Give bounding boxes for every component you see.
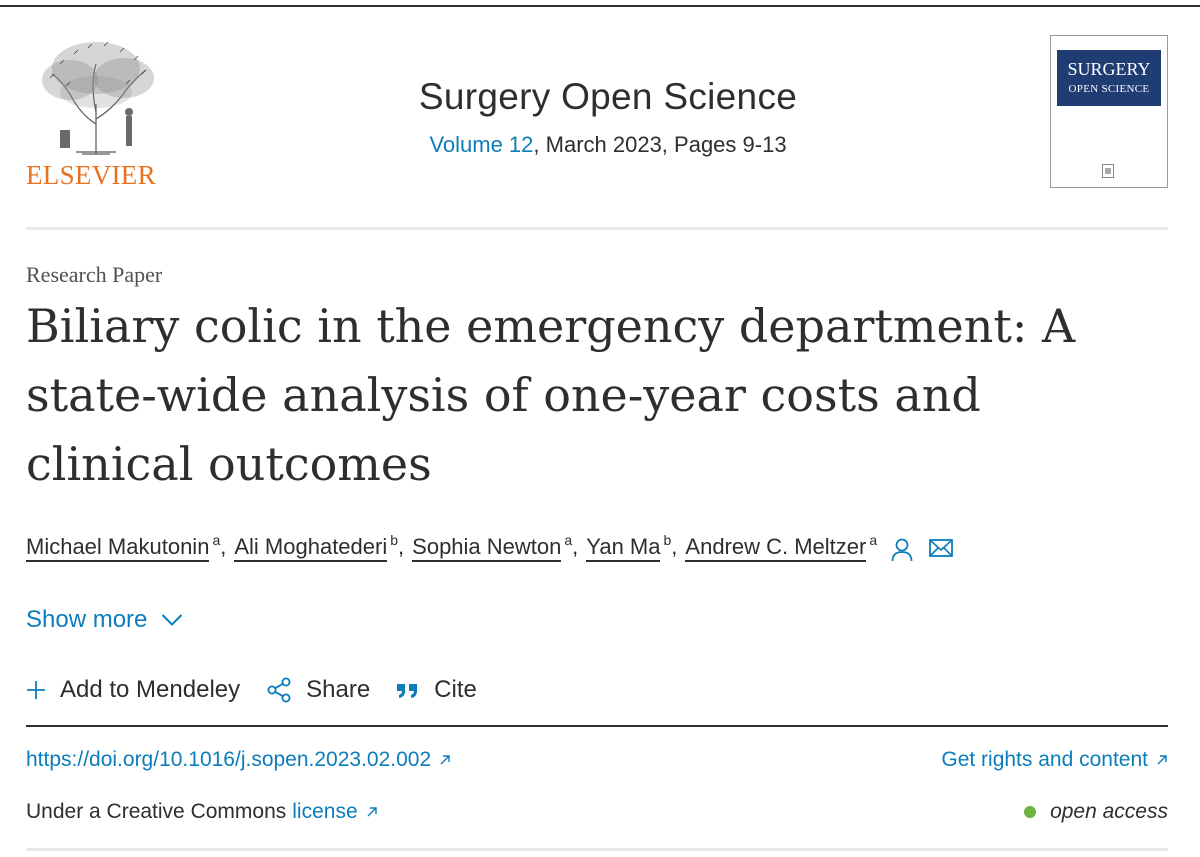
- author-list: Michael Makutonin a, Ali Moghatederi b, So…: [26, 532, 954, 562]
- get-rights-link[interactable]: Get rights and content: [941, 748, 1168, 772]
- article-title: Biliary colic in the emergency departmen…: [26, 299, 1076, 491]
- issue-details: , March 2023, Pages 9-13: [533, 132, 787, 157]
- toolbar-divider: [26, 725, 1168, 727]
- affiliation-marker: b: [663, 532, 672, 548]
- author-name: Andrew C. Meltzer: [685, 534, 867, 562]
- journal-cover-image[interactable]: SURGERY OPEN SCIENCE: [1050, 35, 1168, 188]
- affiliation-marker: b: [390, 532, 399, 548]
- open-access-dot-icon: [1024, 806, 1037, 818]
- issue-line: Volume 12, March 2023, Pages 9-13: [380, 132, 836, 158]
- author-link[interactable]: Ali Moghatederi b: [234, 532, 399, 562]
- add-to-mendeley-label: Add to Mendeley: [60, 676, 241, 703]
- cover-emblem-icon: [1102, 164, 1114, 178]
- license-link-text: license: [292, 800, 358, 823]
- top-rule: [0, 5, 1200, 7]
- cover-title: SURGERY: [1067, 59, 1151, 79]
- open-access-badge: open access: [1024, 800, 1168, 824]
- author-link[interactable]: Sophia Newton a: [412, 532, 573, 562]
- cover-subtitle: OPEN SCIENCE: [1068, 83, 1150, 95]
- header-divider: [26, 227, 1168, 230]
- cite-button[interactable]: Cite: [396, 676, 477, 704]
- cover-band: SURGERY OPEN SCIENCE: [1057, 50, 1161, 106]
- affiliation-marker: a: [869, 532, 878, 548]
- license-prefix: Under a Creative Commons: [26, 800, 287, 823]
- author-separator: ,: [398, 534, 405, 559]
- share-icon: [267, 677, 291, 703]
- add-to-mendeley-button[interactable]: Add to Mendeley: [26, 676, 240, 704]
- author-link[interactable]: Andrew C. Meltzer a: [685, 532, 878, 562]
- affiliation-marker: a: [212, 532, 221, 548]
- external-link-icon: [367, 807, 377, 817]
- doi-text: https://doi.org/10.1016/j.sopen.2023.02.…: [26, 748, 432, 771]
- open-access-label: open access: [1050, 800, 1168, 823]
- share-label: Share: [306, 676, 371, 703]
- author-separator: ,: [572, 534, 579, 559]
- journal-title-link[interactable]: Surgery Open Science: [418, 76, 798, 117]
- article-toolbar: Add to Mendeley Share Cite: [26, 676, 503, 704]
- license-link[interactable]: license: [292, 800, 377, 824]
- affiliation-marker: a: [564, 532, 573, 548]
- cite-label: Cite: [434, 676, 477, 703]
- mail-icon[interactable]: [929, 538, 954, 558]
- quote-icon: [397, 684, 418, 698]
- external-link-icon: [440, 755, 450, 765]
- author-link[interactable]: Michael Makutonin a: [26, 532, 221, 562]
- person-icon[interactable]: [891, 538, 913, 562]
- author-link[interactable]: Yan Ma b: [586, 532, 672, 562]
- share-button[interactable]: Share: [266, 676, 370, 704]
- author-name: Yan Ma: [586, 534, 661, 562]
- author-name: Sophia Newton: [412, 534, 562, 562]
- get-rights-text: Get rights and content: [941, 748, 1148, 771]
- author-separator: ,: [220, 534, 227, 559]
- author-name: Ali Moghatederi: [234, 534, 388, 562]
- author-separator: ,: [671, 534, 678, 559]
- author-contact-icons: [891, 538, 954, 562]
- tree-logo-icon: [42, 41, 154, 155]
- external-link-icon: [1157, 755, 1167, 765]
- article-type: Research Paper: [26, 262, 163, 287]
- publisher-logo[interactable]: ELSEVIER: [26, 34, 166, 194]
- show-more-button[interactable]: Show more: [26, 606, 183, 634]
- bottom-divider: [26, 848, 1168, 851]
- doi-link[interactable]: https://doi.org/10.1016/j.sopen.2023.02.…: [26, 748, 451, 772]
- publisher-name: ELSEVIER: [26, 160, 156, 190]
- license-line: Under a Creative Commons license: [26, 800, 378, 824]
- volume-link[interactable]: Volume 12: [429, 132, 534, 157]
- author-name: Michael Makutonin: [26, 534, 210, 562]
- chevron-down-icon: [162, 614, 183, 626]
- show-more-label: Show more: [26, 606, 148, 633]
- plus-icon: [27, 681, 45, 699]
